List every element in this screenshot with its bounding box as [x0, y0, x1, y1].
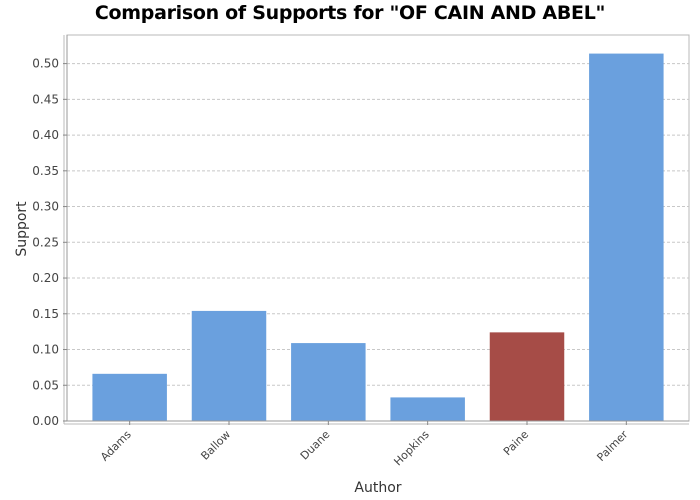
y-tick-label: 0.50: [32, 57, 59, 71]
y-tick-label: 0.25: [32, 235, 59, 249]
bar-paine: [489, 332, 565, 421]
x-axis-label: Author: [354, 480, 401, 496]
plot-area: [66, 34, 690, 422]
bar-duane: [291, 343, 366, 421]
y-tick-label: 0.10: [32, 343, 59, 357]
x-tick-label: Paine: [501, 428, 531, 458]
y-tick-label: 0.40: [32, 128, 59, 142]
bar-adams: [92, 373, 167, 421]
bars: [92, 53, 664, 422]
y-tick-label: 0.45: [32, 92, 59, 106]
bar-ballow: [191, 310, 267, 421]
y-tick-label: 0.00: [32, 414, 59, 428]
bar-hopkins: [390, 397, 465, 421]
x-ticks: Adams Ballow Duane Hopkins Paine Palmer: [98, 421, 631, 468]
x-tick-label: Duane: [298, 428, 333, 463]
x-tick-label: Adams: [98, 428, 134, 464]
bar-palmer: [589, 53, 664, 422]
y-ticks: 0.00 0.05 0.10 0.15 0.20 0.25 0.30 0.35 0.40 0.45…: [32, 57, 67, 428]
x-tick-label: Palmer: [594, 428, 630, 464]
y-tick-label: 0.05: [32, 378, 59, 392]
y-axis-label: Support: [14, 201, 30, 257]
y-tick-label: 0.30: [32, 200, 59, 214]
x-tick-label: Hopkins: [391, 428, 432, 469]
chart-title: Comparison of Supports for "OF CAIN AND …: [94, 2, 606, 24]
gridlines: [66, 34, 690, 422]
y-tick-label: 0.15: [32, 307, 59, 321]
y-tick-label: 0.20: [32, 271, 59, 285]
y-tick-label: 0.35: [32, 164, 59, 178]
x-tick-label: Ballow: [198, 428, 233, 463]
